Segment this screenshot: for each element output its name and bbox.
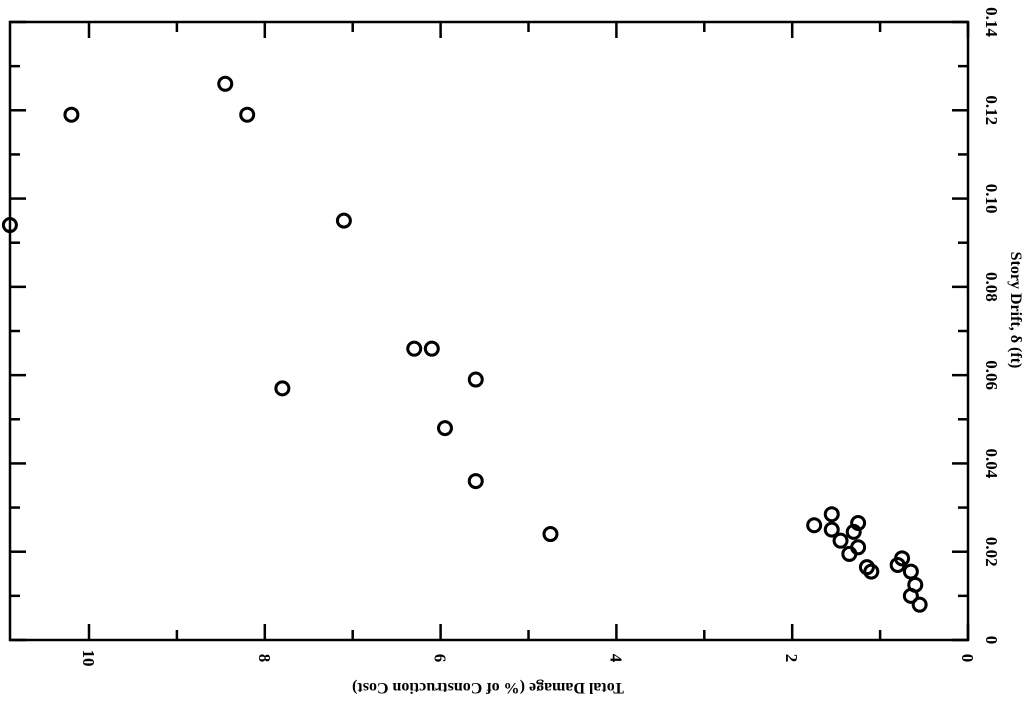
- tick-marks: [10, 20, 970, 642]
- y-tick-label: 0.04: [982, 449, 1001, 479]
- data-point: [436, 420, 453, 437]
- data-point: [902, 587, 919, 604]
- data-point: [850, 515, 867, 532]
- data-point: [542, 526, 559, 543]
- data-point: [850, 539, 867, 556]
- data-point: [423, 340, 440, 357]
- data-point: [832, 532, 849, 549]
- y-axis-title: Story Drift, δ (ft): [1007, 252, 1024, 369]
- data-point: [823, 506, 840, 523]
- x-tick-label: 10: [79, 650, 98, 667]
- x-tick-labels: 0 2 4 6 8 10: [79, 650, 977, 667]
- data-point: [217, 75, 234, 92]
- x-tick-label: 4: [606, 654, 625, 663]
- y-tick-label: 0.12: [982, 95, 1001, 125]
- data-point: [894, 550, 911, 567]
- data-point: [823, 521, 840, 538]
- data-point: [858, 559, 875, 576]
- data-point: [902, 563, 919, 580]
- data-point: [406, 340, 423, 357]
- y-tick-label: 0.08: [982, 272, 1001, 302]
- x-axis-title: Total Damage (% of Construction Cost): [352, 679, 624, 696]
- y-tick-label: 0.02: [982, 537, 1001, 567]
- x-tick-label: 2: [782, 654, 801, 663]
- plot-frame: [8, 20, 970, 642]
- data-point: [863, 563, 880, 580]
- x-tick-label: 8: [255, 654, 274, 663]
- x-tick-label: 6: [431, 654, 450, 663]
- data-point: [911, 596, 928, 613]
- data-point: [335, 212, 352, 229]
- data-point: [274, 380, 291, 397]
- data-point: [467, 371, 484, 388]
- y-tick-label: 0.06: [982, 360, 1001, 390]
- data-point: [806, 517, 823, 534]
- y-tick-label: 0: [982, 636, 1001, 645]
- y-tick-label: 0.10: [982, 184, 1001, 214]
- y-tick-labels: 0 0.02 0.04 0.06 0.08 0.10 0.12 0.14: [982, 7, 1001, 644]
- data-point: [467, 473, 484, 490]
- y-tick-label: 0.14: [982, 7, 1001, 37]
- data-point: [845, 523, 862, 540]
- data-point: [1, 217, 18, 234]
- data-point: [63, 106, 80, 123]
- data-points: [1, 75, 928, 613]
- x-tick-label: 0: [958, 654, 977, 663]
- data-point: [239, 106, 256, 123]
